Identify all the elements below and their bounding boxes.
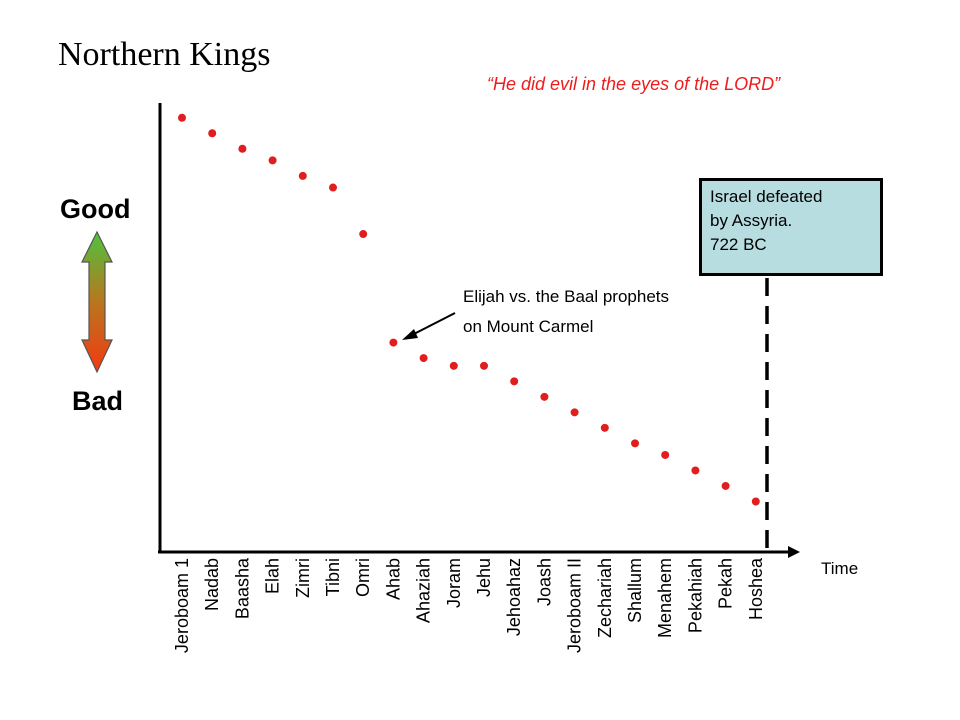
tick-label: Menahem bbox=[655, 558, 675, 638]
tick-label: Joash bbox=[534, 558, 554, 606]
data-point bbox=[691, 466, 700, 475]
good-label: Good bbox=[60, 194, 131, 224]
quote-text: “He did evil in the eyes of the LORD” bbox=[487, 74, 781, 94]
callout-line: 722 BC bbox=[710, 235, 767, 254]
tick-label: Jeroboam II bbox=[565, 558, 585, 653]
tick-label: Ahab bbox=[383, 558, 403, 600]
tick-label: Joram bbox=[444, 558, 464, 608]
data-point bbox=[661, 450, 670, 459]
callout-line: by Assyria. bbox=[710, 211, 793, 230]
data-point bbox=[721, 481, 730, 490]
data-point bbox=[208, 129, 217, 138]
data-point bbox=[268, 156, 277, 165]
tick-label: Tibni bbox=[323, 558, 343, 596]
data-point bbox=[631, 439, 639, 448]
good-bad-arrow-icon bbox=[81, 230, 113, 374]
data-point bbox=[600, 423, 609, 432]
tick-label: Omri bbox=[353, 558, 373, 597]
data-point bbox=[751, 497, 760, 506]
tick-label: Jehu bbox=[474, 558, 494, 597]
tick-label: Pekah bbox=[716, 558, 736, 609]
x-axis-arrowhead-icon bbox=[788, 546, 800, 558]
tick-label: Baasha bbox=[232, 557, 252, 619]
data-point bbox=[570, 408, 579, 417]
tick-label: Jeroboam 1 bbox=[172, 558, 192, 653]
tick-label: Ahaziah bbox=[414, 558, 434, 623]
data-point bbox=[510, 377, 519, 386]
data-point bbox=[359, 230, 368, 239]
data-point bbox=[389, 338, 398, 347]
tick-label: Jehoahaz bbox=[504, 558, 524, 636]
page-title: Northern Kings bbox=[58, 36, 271, 73]
bad-label: Bad bbox=[72, 386, 124, 416]
data-point bbox=[419, 354, 428, 363]
callout-line: Israel defeated bbox=[710, 187, 823, 206]
tick-label: Pekahiah bbox=[685, 558, 705, 633]
tick-label: Zechariah bbox=[595, 558, 615, 638]
x-axis-label: Time bbox=[821, 559, 858, 578]
tick-label: Zimri bbox=[293, 558, 313, 598]
elijah-annotation-line: on Mount Carmel bbox=[463, 317, 593, 336]
data-point bbox=[298, 171, 307, 180]
data-points bbox=[178, 113, 760, 506]
king-labels: Jeroboam 1 Nadab Baasha Elah Zimri Tibni Omri A… bbox=[172, 557, 766, 653]
tick-label: Nadab bbox=[202, 558, 222, 611]
tick-label: Shallum bbox=[625, 558, 645, 623]
assyria-callout-box: Israel defeated by Assyria. 722 BC bbox=[699, 178, 883, 276]
data-point bbox=[540, 392, 549, 401]
elijah-annotation-line: Elijah vs. the Baal prophets bbox=[463, 287, 669, 306]
data-point bbox=[238, 144, 247, 153]
elijah-annotation-arrow bbox=[409, 312, 456, 337]
elijah-annotation-arrowhead-icon bbox=[402, 329, 418, 340]
tick-label: Hoshea bbox=[746, 557, 766, 620]
tick-label: Elah bbox=[263, 558, 283, 594]
data-point bbox=[449, 361, 458, 370]
data-point bbox=[329, 183, 337, 192]
data-point bbox=[480, 361, 488, 370]
data-point bbox=[178, 113, 186, 122]
